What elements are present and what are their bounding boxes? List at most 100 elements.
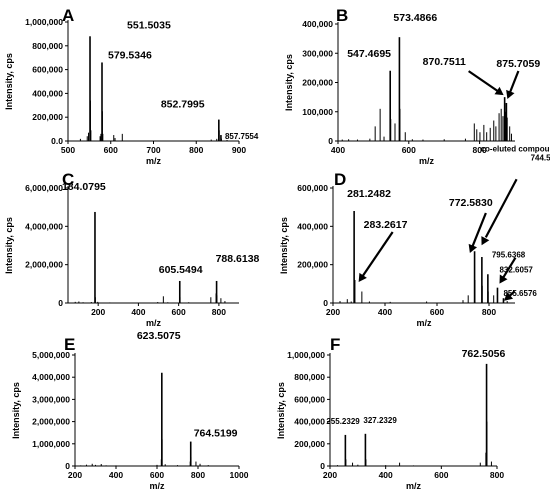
y-axis-title: Intensity, cps bbox=[279, 217, 289, 274]
peak-label: 788.6138 bbox=[216, 253, 260, 265]
y-tick-label: 0 bbox=[58, 298, 63, 308]
x-tick-label: 200 bbox=[326, 307, 340, 317]
y-tick-label: 6,000,000 bbox=[25, 183, 63, 193]
peak-label: 579.5346 bbox=[108, 49, 152, 61]
y-tick-label: 200,000 bbox=[297, 260, 328, 270]
y-tick-label: 4,000,000 bbox=[25, 221, 63, 231]
y-tick-label: 800,000 bbox=[32, 41, 63, 51]
x-tick-label: 900 bbox=[232, 145, 246, 155]
panel-letter: C bbox=[62, 170, 74, 189]
peak-label: 852.7995 bbox=[161, 99, 205, 111]
y-axis-title: Intensity, cps bbox=[11, 382, 21, 439]
peak-label: 623.5075 bbox=[137, 330, 181, 342]
panel-letter: E bbox=[64, 335, 75, 354]
panel-d: D 0 200,000 400,000 600,000 200 400 600 800 m/z In… bbox=[279, 144, 550, 328]
peak-label: 605.5494 bbox=[159, 264, 203, 276]
peak-label: 772.5830 bbox=[449, 197, 493, 209]
x-tick-label: 1000 bbox=[230, 470, 249, 480]
y-tick-label: 300,000 bbox=[302, 48, 333, 58]
y-tick-label: 4,000,000 bbox=[32, 372, 70, 382]
x-tick-label: 400 bbox=[379, 470, 393, 480]
peak-label: 832.6057 bbox=[499, 266, 533, 275]
peak-label: 184.0795 bbox=[62, 181, 106, 193]
arrow-to-875-shaft bbox=[507, 70, 520, 97]
y-tick-label: 0 bbox=[65, 461, 70, 471]
x-tick-label: 400 bbox=[331, 145, 345, 155]
x-tick-label: 200 bbox=[68, 470, 82, 480]
arrow-to-coeluted-head bbox=[481, 236, 490, 246]
x-tick-label: 800 bbox=[189, 145, 203, 155]
peak-label: 764.5199 bbox=[194, 428, 238, 440]
x-axis-title: m/z bbox=[146, 156, 162, 166]
panel-letter: A bbox=[62, 6, 74, 25]
peak-label: 255.2329 bbox=[326, 417, 360, 426]
y-tick-label: 400,000 bbox=[294, 417, 325, 427]
y-tick-label: 400,000 bbox=[297, 221, 328, 231]
arrow-to-855-head bbox=[504, 292, 514, 301]
peak-label: 551.5035 bbox=[127, 19, 171, 31]
x-tick-label: 400 bbox=[131, 307, 145, 317]
y-axis-title: Intensity, cps bbox=[4, 53, 14, 110]
panel-a: A 0.0 200,000 400,000 600,000 800,000 1,000,00… bbox=[4, 6, 259, 166]
x-tick-label: 200 bbox=[91, 307, 105, 317]
y-tick-label: 5,000,000 bbox=[32, 350, 70, 360]
x-tick-label: 600 bbox=[104, 145, 118, 155]
x-tick-label: 200 bbox=[323, 470, 337, 480]
y-tick-label: 2,000,000 bbox=[25, 260, 63, 270]
y-tick-label: 800,000 bbox=[294, 372, 325, 382]
peak-label: 744.5532 bbox=[531, 153, 550, 162]
y-tick-label: 600,000 bbox=[297, 183, 328, 193]
y-tick-label: 200,000 bbox=[32, 112, 63, 122]
peak-label: 283.2617 bbox=[364, 219, 408, 231]
y-axis-title: Intensity, cps bbox=[284, 54, 294, 111]
y-tick-label: 100,000 bbox=[302, 107, 333, 117]
x-tick-label: 600 bbox=[434, 470, 448, 480]
peak-label: 855.6576 bbox=[503, 289, 537, 298]
arrow-to-832-shaft bbox=[500, 257, 517, 282]
peak-label: 327.2329 bbox=[363, 416, 397, 425]
x-tick-label: 600 bbox=[150, 470, 164, 480]
peak-label: 762.5056 bbox=[462, 348, 506, 360]
panel-b: B 0 100,000 200,000 300,000 400,000 400 600 800 m… bbox=[284, 6, 540, 166]
x-tick-label: 800 bbox=[473, 145, 487, 155]
y-axis-title: Intensity, cps bbox=[4, 217, 14, 274]
y-tick-label: 1,000,000 bbox=[287, 350, 325, 360]
panel-f: F 0 200,000 400,000 600,000 800,000 1,000,000 2… bbox=[276, 335, 506, 491]
peak-label: 870.7511 bbox=[423, 56, 466, 68]
peak-label: 573.4866 bbox=[393, 12, 437, 24]
panel-letter: F bbox=[330, 335, 340, 354]
y-tick-label: 0 bbox=[323, 298, 328, 308]
peak-label: 281.2482 bbox=[347, 188, 391, 200]
x-tick-label: 600 bbox=[172, 307, 186, 317]
x-axis-title: m/z bbox=[146, 318, 162, 328]
x-tick-label: 800 bbox=[191, 470, 205, 480]
x-tick-label: 600 bbox=[430, 307, 444, 317]
arrow-to-772-shaft bbox=[470, 212, 487, 249]
y-tick-label: 2,000,000 bbox=[32, 417, 70, 427]
arrow-to-875-head bbox=[506, 89, 515, 99]
y-axis-title: Intensity, cps bbox=[276, 382, 286, 439]
panel-e: E 0 1,000,000 2,000,000 3,000,000 4,000,000 5,… bbox=[11, 330, 249, 491]
arrow-to-870-head bbox=[494, 86, 504, 96]
y-tick-label: 0.0 bbox=[51, 136, 63, 146]
y-tick-label: 400,000 bbox=[302, 19, 333, 29]
arrow-to-coeluted-shaft bbox=[484, 178, 518, 238]
y-tick-label: 3,000,000 bbox=[32, 394, 70, 404]
x-tick-label: 500 bbox=[61, 145, 75, 155]
peak-label: 857.7554 bbox=[225, 132, 259, 141]
y-tick-label: 1,000,000 bbox=[32, 439, 70, 449]
panel-letter: B bbox=[336, 6, 348, 25]
y-tick-label: 200,000 bbox=[302, 78, 333, 88]
peak-label: 875.7059 bbox=[496, 58, 540, 70]
y-tick-label: 0 bbox=[328, 136, 333, 146]
x-tick-label: 400 bbox=[378, 307, 392, 317]
x-tick-label: 700 bbox=[146, 145, 160, 155]
panel-c: C 0 2,000,000 4,000,000 6,000,000 200 400 600 80… bbox=[4, 170, 260, 328]
y-tick-label: 600,000 bbox=[32, 65, 63, 75]
x-tick-label: 800 bbox=[490, 470, 504, 480]
x-tick-label: 800 bbox=[482, 307, 496, 317]
peak-label: 795.6368 bbox=[492, 250, 526, 259]
x-axis-title: m/z bbox=[419, 156, 435, 166]
x-axis-title: m/z bbox=[406, 481, 422, 491]
